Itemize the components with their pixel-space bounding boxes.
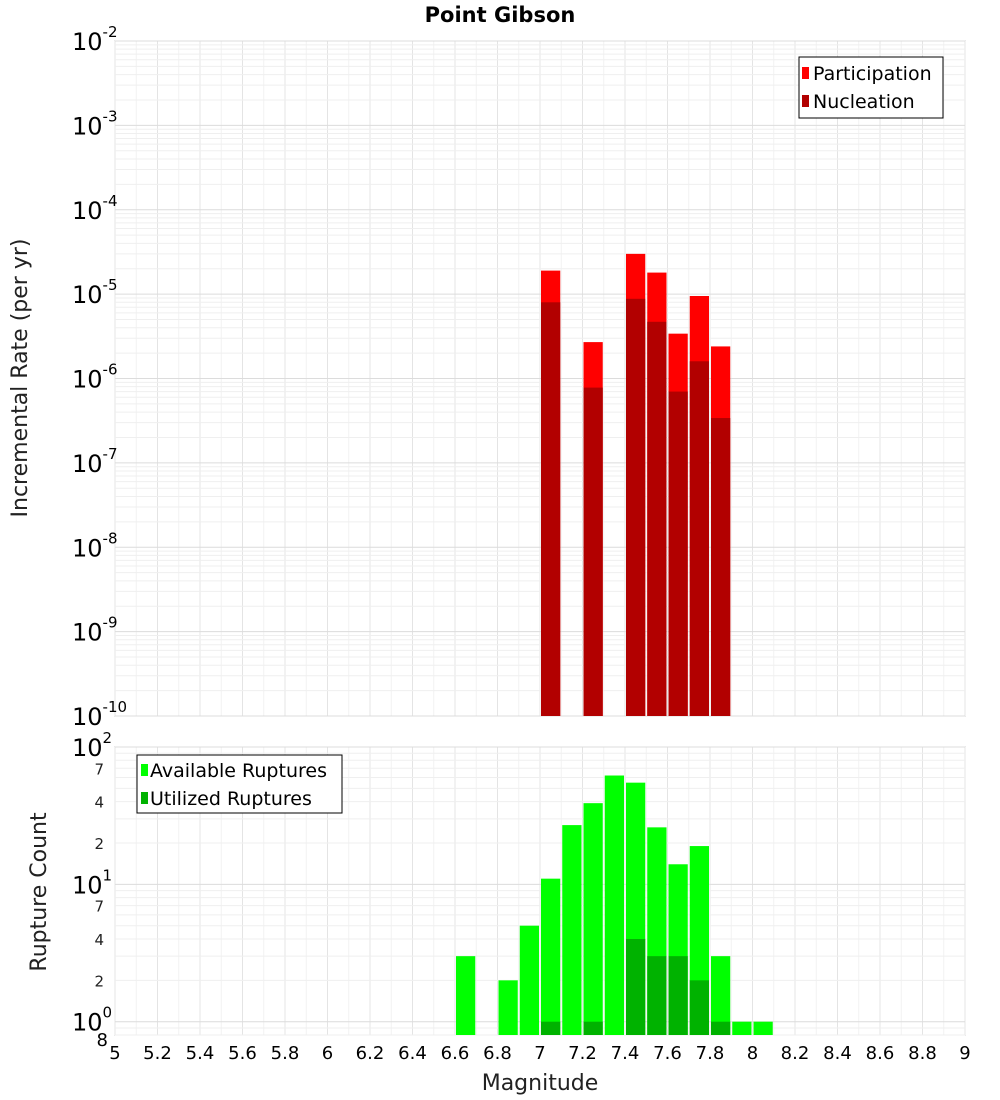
legend-label-utilized: Utilized Ruptures xyxy=(150,788,312,810)
legend-label-nucleation: Nucleation xyxy=(813,91,915,113)
bar-available-ruptures xyxy=(753,1021,773,1035)
y-tick-label: 10-7 xyxy=(72,445,118,478)
y-min-tick-label: 8 xyxy=(97,1030,108,1051)
x-tick-label: 7.8 xyxy=(696,1043,725,1064)
x-tick-label: 6.2 xyxy=(356,1043,385,1064)
top-bars xyxy=(541,253,731,716)
y-tick-label: 100 xyxy=(72,1004,112,1037)
bar-utilized-ruptures xyxy=(541,1021,561,1035)
x-tick-label: 6 xyxy=(322,1043,333,1064)
x-tick-label: 5.4 xyxy=(186,1043,215,1064)
top-gridlines xyxy=(114,40,966,717)
x-axis-label: Magnitude xyxy=(482,1071,599,1096)
bar-utilized-ruptures xyxy=(647,956,667,1035)
top-legend: Participation Nucleation xyxy=(798,56,944,119)
top-legend-box xyxy=(798,56,944,119)
bar-nucleation xyxy=(689,361,709,716)
y-minor-tick-label: 4 xyxy=(94,931,104,949)
bar-nucleation xyxy=(668,391,688,716)
y-minor-tick-label: 2 xyxy=(94,835,104,853)
bar-available-ruptures xyxy=(604,775,624,1035)
chart-title: Point Gibson xyxy=(425,3,576,27)
top-y-axis-label: Incremental Rate (per yr) xyxy=(8,239,33,518)
bar-available-ruptures xyxy=(456,956,476,1035)
bar-available-ruptures xyxy=(583,803,603,1035)
y-minor-tick-label: 4 xyxy=(94,794,104,812)
y-tick-label: 10-9 xyxy=(72,614,118,647)
y-tick-label: 10-6 xyxy=(72,361,118,394)
bar-available-ruptures xyxy=(732,1021,752,1035)
y-tick-label: 10-3 xyxy=(72,107,118,140)
y-minor-tick-label: 7 xyxy=(94,760,104,778)
legend-swatch-nucleation xyxy=(802,95,809,107)
x-tick-label: 8.8 xyxy=(908,1043,937,1064)
y-tick-label: 101 xyxy=(72,866,112,899)
y-minor-tick-label: 7 xyxy=(94,898,104,916)
bar-nucleation xyxy=(647,321,667,716)
y-tick-label: 10-5 xyxy=(72,276,118,309)
y-tick-label: 102 xyxy=(72,729,112,762)
legend-label-available: Available Ruptures xyxy=(150,760,327,782)
x-tick-label: 5 xyxy=(109,1043,120,1064)
bar-utilized-ruptures xyxy=(711,1021,731,1035)
bar-utilized-ruptures xyxy=(668,956,688,1035)
bar-nucleation xyxy=(711,418,731,716)
bar-available-ruptures xyxy=(498,980,518,1035)
y-tick-label: 10-10 xyxy=(72,698,127,731)
bar-available-ruptures xyxy=(541,878,561,1035)
bar-nucleation xyxy=(541,302,561,716)
x-tick-label: 8.4 xyxy=(823,1043,852,1064)
bar-utilized-ruptures xyxy=(689,980,709,1035)
bar-available-ruptures xyxy=(519,925,539,1035)
bar-nucleation xyxy=(626,298,646,716)
legend-swatch-participation xyxy=(802,67,809,79)
x-tick-label: 6.6 xyxy=(441,1043,470,1064)
x-tick-label: 7.6 xyxy=(653,1043,682,1064)
bottom-legend: Available Ruptures Utilized Ruptures xyxy=(136,754,343,814)
legend-swatch-utilized xyxy=(141,792,148,804)
bar-utilized-ruptures xyxy=(583,1021,603,1035)
x-tick-label: 5.8 xyxy=(271,1043,300,1064)
x-tick-labels: 5 5.2 5.4 5.6 5.8 6 6.2 6.4 6.6 6.8 7 7.2 7.4 7.6 7.8 8… xyxy=(109,1043,970,1064)
x-tick-label: 8.6 xyxy=(866,1043,895,1064)
bottom-legend-box xyxy=(136,754,343,814)
bottom-y-axis-label: Rupture Count xyxy=(27,812,52,972)
y-tick-label: 10-4 xyxy=(72,192,118,225)
x-tick-label: 7 xyxy=(534,1043,545,1064)
x-tick-label: 7.4 xyxy=(611,1043,640,1064)
x-tick-label: 5.6 xyxy=(228,1043,257,1064)
legend-swatch-available xyxy=(141,764,148,776)
bottom-y-tick-labels: 102 101 100 7 4 2 7 4 2 8 xyxy=(72,729,112,1051)
bar-utilized-ruptures xyxy=(626,939,646,1035)
bar-available-ruptures xyxy=(711,956,731,1035)
legend-label-participation: Participation xyxy=(813,63,932,85)
x-tick-label: 8.2 xyxy=(781,1043,810,1064)
x-tick-label: 8 xyxy=(747,1043,758,1064)
x-tick-label: 5.2 xyxy=(143,1043,172,1064)
top-y-tick-labels: 10-2 10-3 10-4 10-5 10-6 10-7 10-8 10-9 10-10 xyxy=(72,23,127,731)
y-minor-tick-label: 2 xyxy=(94,972,104,990)
y-tick-label: 10-2 xyxy=(72,23,118,56)
x-tick-label: 9 xyxy=(959,1043,970,1064)
x-tick-label: 6.8 xyxy=(483,1043,512,1064)
bottom-bars xyxy=(456,775,773,1035)
x-tick-label: 6.4 xyxy=(398,1043,427,1064)
y-tick-label: 10-8 xyxy=(72,529,118,562)
x-tick-label: 7.2 xyxy=(568,1043,597,1064)
bar-nucleation xyxy=(583,387,603,716)
bar-available-ruptures xyxy=(562,825,582,1035)
